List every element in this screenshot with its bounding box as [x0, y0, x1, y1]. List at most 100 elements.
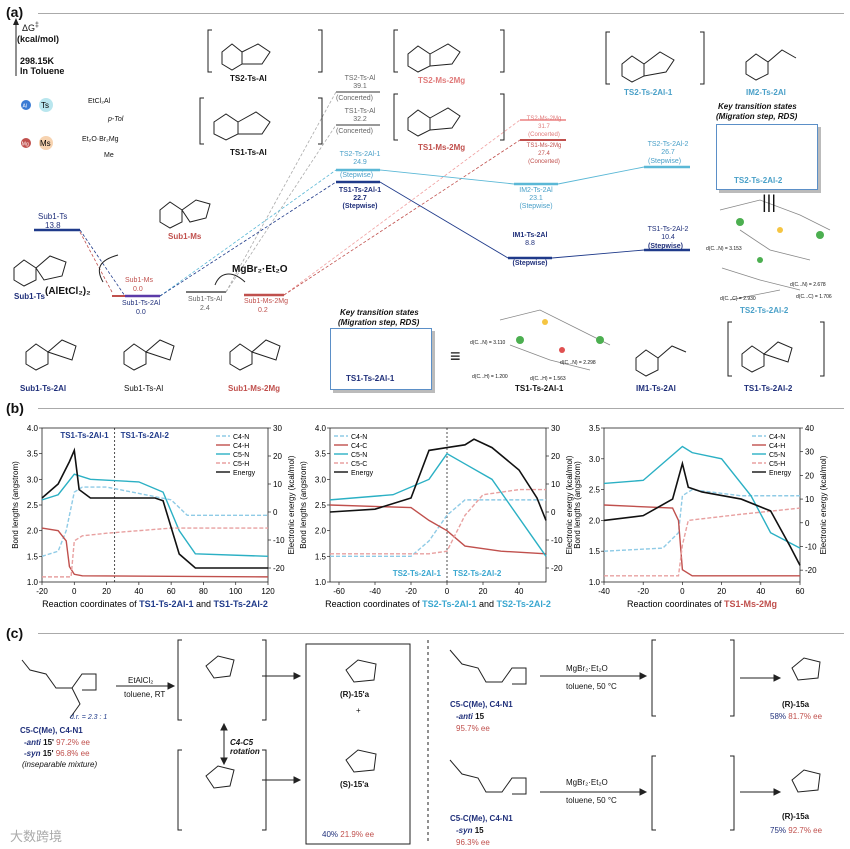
chart-0-legend-label: C5-N	[233, 452, 249, 459]
lv-sub1-ts-al-val: 2.4	[200, 305, 210, 312]
chart-1-y2tick-label: 30	[551, 424, 560, 433]
chart-1-ytick-label: 3.5	[315, 450, 327, 459]
lv-ts1-ts-2al-2-note: (Stepwise)	[648, 243, 684, 250]
label-sub1-ts: Sub1-Ts	[14, 292, 45, 301]
legend-mg-text: Et₂O·Br₂Mg	[82, 136, 119, 143]
energy-diagram-canvas	[13, 18, 19, 76]
dist-ts2-3: d(C...C) = 2.930	[720, 296, 756, 302]
c-rotation: C4-C5 rotation	[230, 738, 260, 756]
chart-1-ytick-label: 1.5	[315, 552, 327, 561]
lv-ts2-ts-al-note: (Concerted)	[336, 95, 373, 102]
c-yield1: 40% 21.9% ee	[322, 830, 375, 839]
chart-2-ytick-label: 2.0	[589, 516, 601, 525]
lv-ts1-ts-al-note: (Concerted)	[336, 128, 373, 135]
lv-sub1-ms-2mg-val: 0.2	[258, 307, 268, 314]
chart-1-xtick-label: 20	[479, 587, 488, 596]
label-sub1-ts-2al: Sub1-Ts-2Al	[20, 384, 67, 393]
chart-2-xtick-label: 0	[680, 587, 685, 596]
c-anti-line2: -anti 15	[456, 712, 485, 721]
c-syn-ee: 96.3% ee	[456, 838, 490, 847]
chart-2-y2tick-label: 10	[805, 495, 814, 504]
chart-1-y2tick-label: -10	[551, 536, 563, 545]
key-ts-sub-right: (Migration step, RDS)	[716, 112, 798, 121]
chart-2-ytick-label: 3.0	[589, 455, 601, 464]
key-ts-title-bottom: Key transition states	[340, 308, 419, 317]
chart-2-xtick-label: -40	[598, 587, 610, 596]
dist-ts1-2: d(C...H) = 1.200	[472, 374, 508, 380]
energy-levels-svg	[34, 91, 690, 298]
chart-2-xtick-label: 40	[756, 587, 765, 596]
lv-sub1-ms-2mg-name: Sub1-Ms-2Mg	[244, 298, 288, 305]
c-syn-row: -syn 15' 96.8% ee	[24, 749, 90, 758]
chart-1-xtick-label: 40	[515, 587, 524, 596]
lv-sub1-ts-al-name: Sub1-Ts-Al	[188, 296, 223, 303]
chart-1-series-energy	[329, 438, 547, 521]
chart-1-series-c4-c	[329, 504, 547, 555]
c-anti-ee: 95.7% ee	[456, 724, 490, 733]
chart-0-region-left: TS1-Ts-2Al-1	[60, 431, 109, 440]
chart-1-legend-label: Energy	[351, 470, 374, 477]
lv-ts2-ms-2mg: TS2-Ms-2Mg 31.7 (Concerted)	[526, 116, 562, 138]
c-prod-syn: (R)-15a	[782, 812, 810, 821]
chart-2-xtick-label: 20	[717, 587, 726, 596]
chart-0-y2tick-label: -20	[273, 564, 285, 573]
chart-1-y2tick-label: 0	[551, 508, 556, 517]
chart-1-xlabel: Reaction coordinates of TS2-Ts-2Al-1 and…	[325, 599, 551, 609]
chart-0-ytick-label: 1.5	[27, 552, 39, 561]
key-ts-box-bottom	[330, 328, 432, 390]
chart-0-y2tick-label: -10	[273, 536, 285, 545]
chart-1-y2tick-label: 10	[551, 480, 560, 489]
label-sub1-ts-al: Sub1-Ts-Al	[124, 384, 164, 393]
chart-2-ytick-label: 1.5	[589, 547, 601, 556]
lv-ts2-ts-2al-2: TS2-Ts-2Al-2 26.7	[647, 141, 689, 156]
chart-1-y2tick-label: 20	[551, 452, 560, 461]
chart-0-ytick-label: 1.0	[27, 578, 39, 587]
lv-sub1-ms-val: 0.0	[133, 286, 143, 293]
lv-sub1-ms-name: Sub1-Ms	[125, 277, 154, 284]
chart-2-y2tick-label: 40	[805, 424, 814, 433]
dist-ts2-2: d(C...C) = 1.706	[796, 294, 832, 300]
chart-2-y2tick-label: 30	[805, 448, 814, 457]
svg-text:Al: Al	[23, 104, 27, 110]
c-product-r: (R)-15'a	[340, 690, 370, 699]
chart-1-region-right: TS2-Ts-2Al-2	[453, 569, 502, 578]
lv-sub1-ts-name: Sub1-Ts	[38, 212, 68, 221]
chart-0-ytick-label: 4.0	[27, 424, 39, 433]
chart-2-series-energy	[603, 460, 801, 566]
lv-sub1-ts-val: 13.8	[45, 221, 61, 230]
chart-1-series-c5-c	[330, 488, 546, 555]
c-yield-anti: 58% 81.7% ee	[770, 712, 823, 721]
chart-2-series-c5-h	[604, 507, 801, 577]
chart-1-xtick-label: -40	[369, 587, 381, 596]
section-b-label: (b)	[6, 400, 24, 416]
chart-0-series-energy	[41, 447, 268, 569]
chart-2-xtick-label: 60	[796, 587, 805, 596]
c-syn-line2: -syn 15	[456, 826, 484, 835]
label-im1-ts-2al: IM1-Ts-2Al	[636, 384, 676, 393]
chart-1-legend-label: C5-C	[351, 461, 367, 468]
chart-0-series-c4-n	[41, 486, 268, 558]
chart-0-legend-label: C4-H	[233, 443, 249, 450]
dist-ts1-3: d(C...H) = 1.563	[530, 376, 566, 382]
chart-1-xtick-label: -60	[333, 587, 345, 596]
chart-0-ylabel: Bond lengths (angstrom)	[11, 461, 20, 549]
lv-sub1-ts-2al-val: 0.0	[136, 309, 146, 316]
legend-mg: Mg Ms	[20, 136, 80, 155]
equiv-right: |||	[762, 192, 777, 212]
label-ts2-ms-2mg: TS2-Ms-2Mg	[418, 76, 466, 85]
section-c-label: (c)	[6, 625, 24, 641]
c-cond1: toluene, RT	[124, 690, 166, 699]
key-ts-box-right	[716, 124, 818, 190]
lv-ts1-ts-al: TS1-Ts-Al 32.2	[344, 108, 376, 123]
chart-0-series-c5-n	[41, 473, 269, 558]
dist-ts2-1: d(C...N) = 2.678	[790, 282, 826, 288]
c-syn-title: C5-C(Me), C4-N1	[450, 814, 513, 823]
key-ts-sub-bottom: (Migration step, RDS)	[338, 318, 420, 327]
chart-0-xtick-label: 120	[261, 587, 275, 596]
lv-ts2-ts-al: TS2-Ts-Al 39.1	[344, 75, 376, 90]
chart-1-legend-label: C4-N	[351, 434, 367, 441]
c-left-title: C5-C(Me), C4-N1	[20, 726, 83, 735]
chart-0-xtick-label: 100	[229, 587, 243, 596]
units-label: (kcal/mol)	[17, 34, 60, 44]
c-anti-row: -anti 15' 97.2% ee	[24, 738, 90, 747]
